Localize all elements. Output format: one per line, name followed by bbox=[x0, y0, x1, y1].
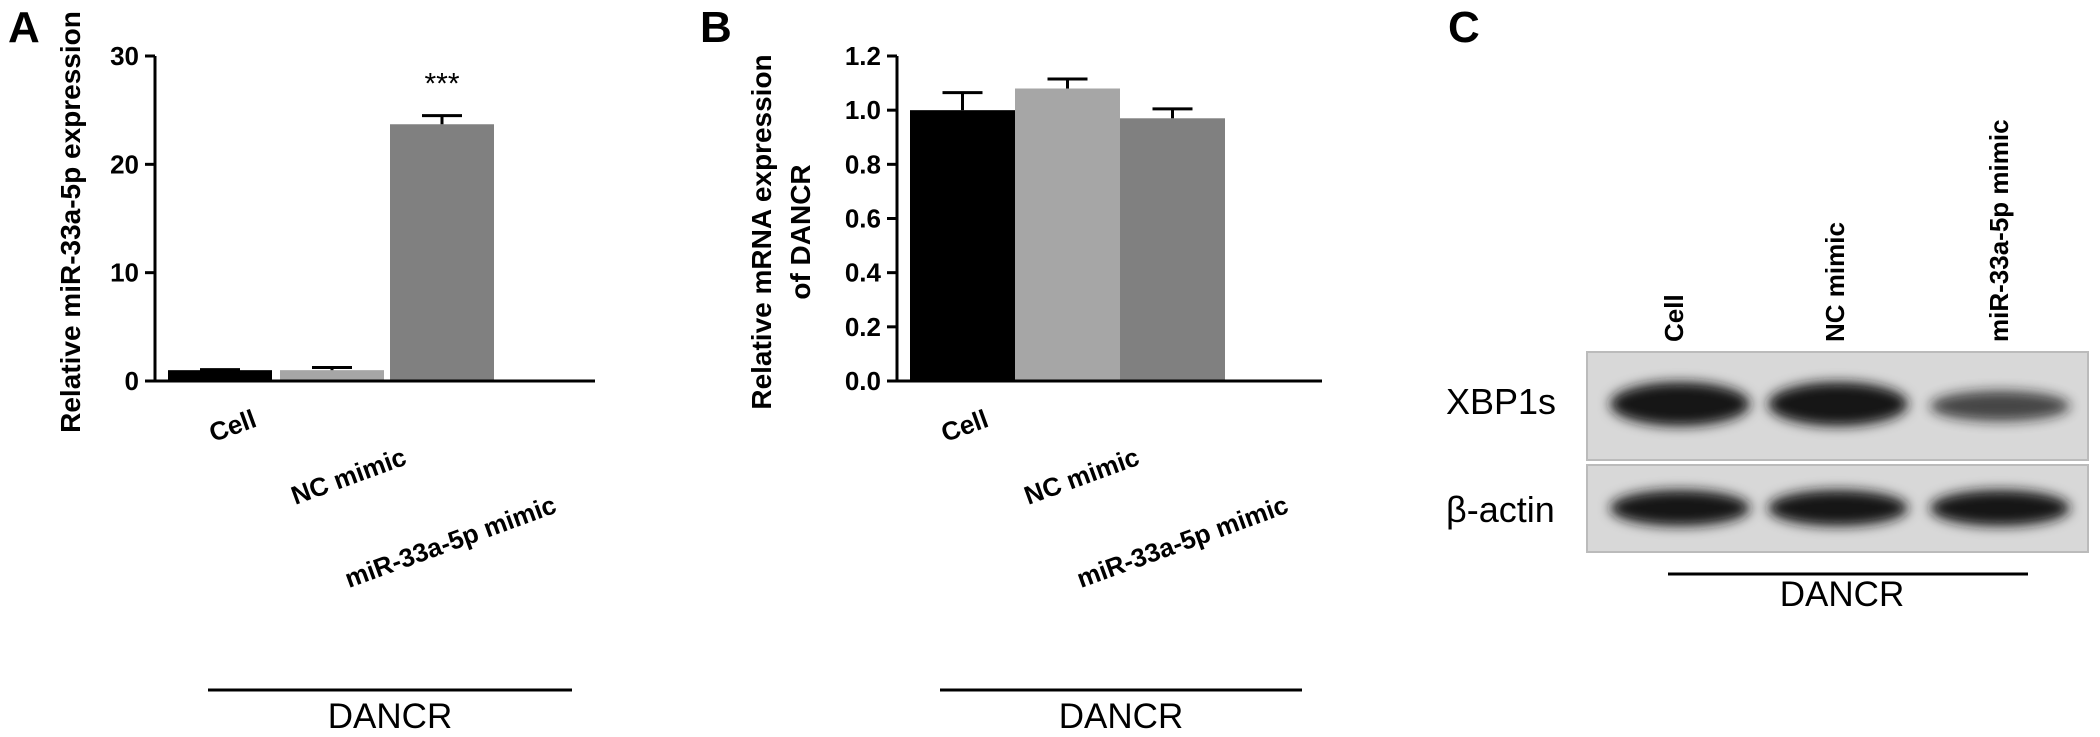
category-label: Cell bbox=[205, 403, 260, 448]
significance-marker: *** bbox=[424, 68, 459, 101]
chart-a: Relative miR-33a-5p expression 0 10 20 30 *… bbox=[55, 11, 595, 736]
chart-b-bars bbox=[910, 77, 1225, 382]
blot-lane-labels: Cell NC mimic miR-33a-5p mimic bbox=[1659, 119, 2014, 342]
chart-a-bars: *** bbox=[168, 68, 494, 381]
category-label: Cell bbox=[937, 403, 992, 448]
y-tick-label: 30 bbox=[110, 41, 139, 71]
blot-band bbox=[1610, 490, 1750, 526]
bar-nc-mimic bbox=[280, 370, 384, 381]
blot-band bbox=[1768, 490, 1908, 526]
chart-b-group-label: DANCR bbox=[1059, 697, 1183, 736]
y-tick-label: 0.4 bbox=[845, 258, 882, 288]
chart-a-axes bbox=[153, 56, 595, 383]
bar-mir-33a-5p-mimic bbox=[1120, 118, 1225, 382]
chart-b-y-ticks: 0.0 0.2 0.4 0.6 0.8 1.0 1.2 bbox=[845, 41, 897, 396]
chart-a-y-axis-label: Relative miR-33a-5p expression bbox=[55, 11, 86, 433]
chart-a-y-ticks: 0 10 20 30 bbox=[110, 41, 155, 396]
category-label: NC mimic bbox=[287, 441, 410, 510]
blot-row-label-actin: β-actin bbox=[1446, 489, 1555, 530]
y-tick-label: 1.0 bbox=[845, 95, 881, 125]
y-tick-label: 1.2 bbox=[845, 41, 881, 71]
blot-band bbox=[1768, 382, 1908, 426]
category-label: miR-33a-5p mimic bbox=[1073, 489, 1292, 593]
blot-band bbox=[1930, 490, 2070, 526]
y-tick-label: 0.6 bbox=[845, 204, 881, 234]
chart-b-y-axis-label-line1: Relative mRNA expression bbox=[746, 54, 777, 409]
chart-b-y-axis-label-line2: of DANCR bbox=[785, 164, 816, 299]
panel-letter-c: C bbox=[1448, 3, 1480, 52]
y-tick-label: 10 bbox=[110, 258, 139, 288]
y-tick-label: 0 bbox=[125, 366, 139, 396]
blot-bands bbox=[1610, 382, 2070, 526]
bar-nc-mimic bbox=[1015, 88, 1120, 381]
blot-lane-label: miR-33a-5p mimic bbox=[1984, 119, 2014, 342]
chart-a-group-label: DANCR bbox=[328, 697, 452, 736]
blot-band bbox=[1930, 390, 2070, 422]
bar-cell bbox=[168, 370, 272, 381]
chart-b-axes bbox=[895, 56, 1322, 383]
y-tick-label: 20 bbox=[110, 149, 139, 179]
western-blot: Cell NC mimic miR-33a-5p mimic XBP1s β-act… bbox=[1446, 119, 2089, 614]
blot-group-label: DANCR bbox=[1780, 575, 1904, 614]
y-tick-label: 0.2 bbox=[845, 312, 881, 342]
bar-mir-33a-5p-mimic bbox=[390, 124, 494, 381]
panel-letter-a: A bbox=[8, 3, 40, 52]
y-tick-label: 0.8 bbox=[845, 149, 881, 179]
blot-lane-label: NC mimic bbox=[1820, 222, 1850, 342]
category-label: miR-33a-5p mimic bbox=[341, 489, 560, 593]
blot-lane-label: Cell bbox=[1659, 294, 1689, 342]
bar-cell bbox=[910, 110, 1015, 382]
y-tick-label: 0.0 bbox=[845, 366, 881, 396]
blot-row-label-xbp1s: XBP1s bbox=[1446, 381, 1556, 422]
panel-letter-b: B bbox=[700, 3, 732, 52]
category-label: NC mimic bbox=[1020, 441, 1143, 510]
blot-band bbox=[1610, 382, 1750, 426]
chart-b: Relative mRNA expression of DANCR 0.0 0.2… bbox=[746, 41, 1322, 736]
